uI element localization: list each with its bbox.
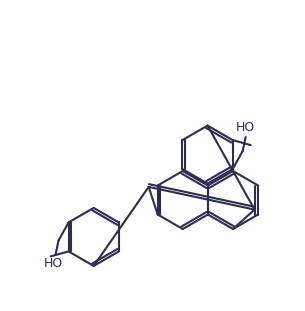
Text: HO: HO xyxy=(236,121,255,134)
Text: HO: HO xyxy=(44,258,63,271)
